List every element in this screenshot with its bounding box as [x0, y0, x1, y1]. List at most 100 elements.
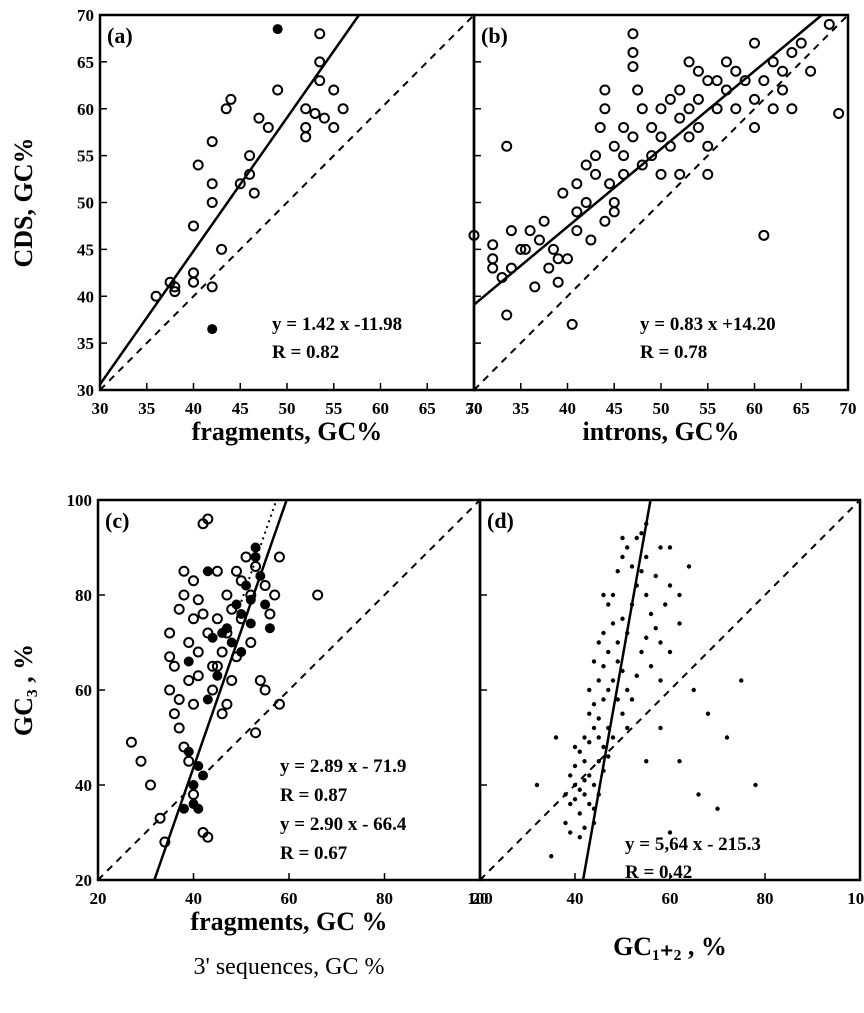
data-point [552, 276, 564, 288]
data-point [644, 759, 649, 764]
fit-line [98, 14, 361, 386]
data-point [627, 131, 639, 143]
data-point [236, 609, 247, 619]
data-point [183, 675, 195, 686]
data-point [648, 664, 654, 669]
data-point [226, 637, 237, 648]
data-point [658, 640, 663, 645]
data-point [591, 820, 597, 826]
x-tick-label: 40 [185, 399, 202, 418]
data-point [501, 140, 513, 152]
data-point [225, 93, 237, 105]
x-tick-label: 40 [559, 399, 576, 418]
data-point [644, 592, 649, 598]
data-point [596, 716, 601, 721]
data-point [833, 107, 845, 119]
data-point [629, 602, 635, 607]
x-tick-label: 20 [472, 889, 489, 908]
data-point [601, 768, 606, 773]
data-point [677, 621, 682, 626]
y-tick-label: 60 [75, 681, 92, 700]
data-point [601, 630, 606, 636]
data-point [538, 215, 550, 227]
y-axis-label: GC₃ , % [9, 644, 38, 736]
data-point [580, 197, 592, 208]
data-point [606, 687, 611, 693]
data-point [553, 735, 559, 740]
data-point [202, 694, 213, 705]
data-point [658, 725, 663, 731]
data-point [515, 243, 527, 255]
data-point [562, 253, 573, 265]
data-point [749, 37, 760, 49]
annotation: y = 2.89 x - 71.9 [280, 756, 406, 777]
data-point [604, 178, 616, 190]
data-point [667, 830, 673, 835]
data-point [601, 664, 606, 669]
data-point [664, 140, 676, 152]
data-point [618, 168, 630, 180]
data-point [300, 103, 312, 115]
data-point [618, 150, 630, 162]
data-point [178, 803, 189, 814]
data-point [568, 773, 573, 778]
data-point [683, 103, 695, 115]
data-point [207, 324, 218, 335]
data-point [245, 594, 256, 605]
data-point [269, 589, 281, 601]
data-point [309, 107, 321, 119]
y-tick-label: 55 [77, 147, 94, 166]
data-point [767, 56, 779, 68]
x-tick-label: 45 [606, 399, 623, 418]
data-point [585, 234, 597, 246]
data-point [164, 627, 176, 639]
data-point [250, 561, 262, 572]
data-point [468, 229, 480, 241]
data-point [549, 854, 554, 859]
data-point [572, 744, 578, 750]
x-tick-label: 60 [281, 889, 298, 908]
data-point [636, 159, 648, 171]
data-point [823, 18, 835, 30]
data-point [234, 178, 246, 190]
data-point [192, 646, 204, 658]
x-tick-label: 40 [567, 889, 584, 908]
annotation: y = 0.83 x +14.20 [640, 314, 776, 335]
data-point [620, 711, 625, 716]
data-point [505, 262, 517, 274]
data-point [674, 168, 686, 180]
data-point [644, 554, 649, 560]
data-point [599, 103, 611, 115]
data-point [240, 551, 252, 563]
data-point [202, 513, 214, 525]
data-point [677, 759, 682, 764]
data-point [702, 75, 714, 87]
data-point [571, 225, 583, 237]
y-axis-label: CDS, GC% [9, 137, 38, 267]
data-point [244, 168, 256, 180]
data-point [591, 659, 597, 664]
data-point [667, 545, 673, 550]
data-point [724, 735, 730, 740]
data-point [164, 684, 176, 696]
data-point [533, 234, 545, 246]
data-point [627, 28, 639, 40]
data-point [577, 811, 582, 816]
annotation: y = 2.90 x - 66.4 [280, 814, 407, 835]
data-point [250, 727, 262, 739]
fit-line [153, 499, 288, 881]
data-point [192, 670, 204, 682]
data-point [639, 531, 644, 536]
data-point [667, 649, 673, 655]
data-point [596, 640, 601, 645]
data-point [705, 711, 711, 716]
x-axis-label: 3' sequences, GC % [194, 954, 385, 980]
data-point [264, 623, 275, 634]
data-point [627, 47, 639, 58]
data-point [552, 253, 564, 265]
data-point [206, 178, 218, 190]
data-point [639, 649, 644, 655]
data-point [795, 37, 807, 49]
data-point [563, 820, 568, 826]
data-point [241, 580, 252, 591]
